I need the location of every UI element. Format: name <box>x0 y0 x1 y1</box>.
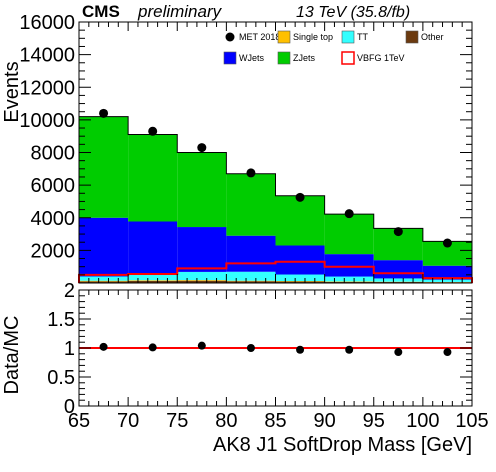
ratio-y-tick-label-0: 0 <box>64 396 75 418</box>
bar-zjets-0 <box>79 116 129 218</box>
x-tick-label-80: 80 <box>215 410 237 432</box>
bar-zjets-5 <box>324 214 374 255</box>
main-y-tick-label-12000: 12000 <box>19 77 75 99</box>
axes: 65 70 75 80 85 90 95 100 105 2000 4000 6000 8000 1000… <box>19 12 488 432</box>
data-points <box>99 108 452 248</box>
main-y-tick-label-2000: 2000 <box>31 240 76 262</box>
x-tick-label-70: 70 <box>117 410 139 432</box>
x-tick-label-75: 75 <box>166 410 188 432</box>
legend-label-vbfg-1tev: VBFG 1TeV <box>357 53 405 63</box>
data-point-1 <box>148 126 158 136</box>
legend-swatch-single-top <box>277 30 291 44</box>
stack-total-outline <box>78 116 473 283</box>
legend-label-wjets: WJets <box>239 53 265 63</box>
main-y-tick-label-14000: 14000 <box>19 45 75 67</box>
stacked-histogram <box>78 116 473 283</box>
ratio-point-5 <box>345 345 354 354</box>
main-y-tick-label-4000: 4000 <box>31 208 76 230</box>
ratio-point-6 <box>394 348 403 357</box>
data-point-0 <box>99 108 109 118</box>
main-y-tick-label-10000: 10000 <box>19 110 75 132</box>
bar-single-top-2 <box>177 280 227 281</box>
cms-label: CMS <box>82 2 120 21</box>
ratio-panel <box>79 341 472 357</box>
bar-single-top-1 <box>128 280 178 281</box>
ratio-y-tick-label-2: 2 <box>64 280 75 302</box>
bar-tt-2 <box>177 271 227 281</box>
legend-label-other: Other <box>421 32 444 42</box>
bar-other-1 <box>128 280 178 283</box>
bar-other-5 <box>324 281 374 283</box>
bar-single-top-0 <box>79 280 129 282</box>
bar-other-4 <box>275 281 325 283</box>
legend-swatch-tt <box>341 30 355 44</box>
preliminary-label: preliminary <box>137 2 223 21</box>
ratio-point-1 <box>148 343 157 352</box>
legend-swatch-zjets <box>277 51 291 65</box>
bar-tt-0 <box>79 276 129 281</box>
x-tick-label-105: 105 <box>455 410 488 432</box>
ratio-point-3 <box>246 344 255 352</box>
ratio-y-tick-label-0.5: 0.5 <box>47 367 75 389</box>
main-y-tick-label-8000: 8000 <box>31 143 76 165</box>
bar-wjets-2 <box>177 227 227 272</box>
ratio-y-tick-label-1.5: 1.5 <box>47 309 75 331</box>
bar-tt-1 <box>128 274 178 281</box>
ratio-point-7 <box>443 348 452 357</box>
bar-zjets-3 <box>226 173 276 236</box>
legend-label-met-2018: MET 2018 <box>239 32 280 42</box>
bar-wjets-0 <box>79 217 129 277</box>
legend-swatch-other <box>405 30 419 44</box>
legend-marker-met-2018 <box>225 32 235 42</box>
bar-tt-5 <box>324 276 374 282</box>
x-tick-label-90: 90 <box>314 410 336 432</box>
bar-other-0 <box>79 281 129 283</box>
bar-other-3 <box>226 281 276 283</box>
bar-tt-4 <box>275 274 325 282</box>
legend-swatch-wjets <box>223 51 237 65</box>
main-y-tick-label-6000: 6000 <box>31 175 76 197</box>
main-y-axis-label: Events <box>1 61 23 122</box>
bar-wjets-1 <box>128 221 178 275</box>
ratio-point-0 <box>99 342 108 351</box>
bar-tt-3 <box>226 271 276 281</box>
legend-label-single-top: Single top <box>293 32 333 42</box>
bar-wjets-7 <box>422 265 472 280</box>
legend-label-tt: TT <box>357 32 368 42</box>
bar-zjets-4 <box>275 195 325 246</box>
x-axis-label: AK8 J1 SoftDrop Mass [GeV] <box>213 434 472 456</box>
bar-wjets-4 <box>275 245 325 275</box>
energy-lumi-label: 13 TeV (35.8/fb) <box>296 4 410 21</box>
data-point-6 <box>393 227 403 237</box>
bar-tt-6 <box>373 278 423 282</box>
data-point-4 <box>295 192 305 202</box>
x-tick-label-95: 95 <box>363 410 385 432</box>
x-tick-label-65: 65 <box>68 410 90 432</box>
bar-wjets-6 <box>373 260 423 279</box>
ratio-y-axis-label: Data/MC <box>1 316 23 395</box>
ratio-point-4 <box>296 345 305 354</box>
ratio-y-tick-label-1: 1 <box>64 338 75 360</box>
ratio-point-2 <box>197 341 206 350</box>
bar-wjets-5 <box>324 254 374 277</box>
bar-tt-7 <box>422 279 472 282</box>
data-point-3 <box>246 168 256 178</box>
data-point-7 <box>442 238 452 248</box>
legend-label-zjets: ZJets <box>293 53 316 63</box>
x-tick-label-100: 100 <box>406 410 439 432</box>
x-tick-label-85: 85 <box>264 410 286 432</box>
bar-zjets-2 <box>177 152 227 228</box>
main-y-tick-label-16000: 16000 <box>19 12 75 34</box>
data-point-5 <box>344 209 354 219</box>
bar-wjets-3 <box>226 235 276 272</box>
data-point-2 <box>197 143 207 153</box>
legend-swatch-vbfg-1tev <box>341 51 355 65</box>
bar-other-2 <box>177 280 227 283</box>
legend: MET 2018 Single top TT Other WJets ZJets VBFG … <box>223 30 444 65</box>
bar-zjets-1 <box>128 134 178 222</box>
